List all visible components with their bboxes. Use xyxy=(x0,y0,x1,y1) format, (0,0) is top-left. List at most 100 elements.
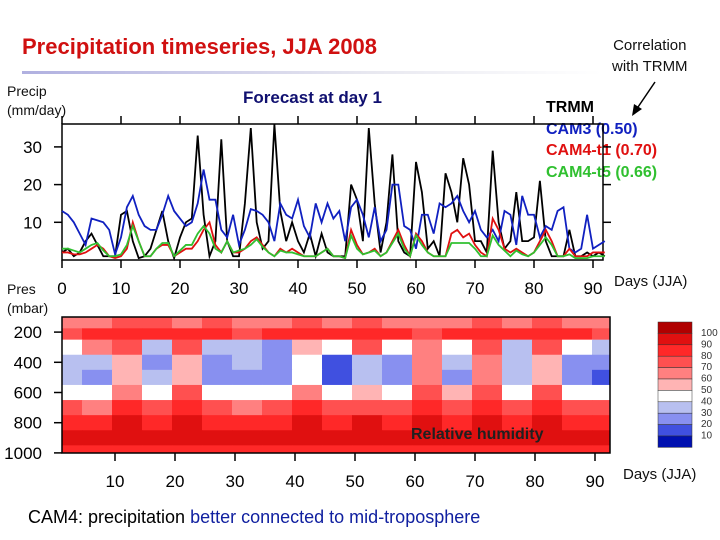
correlation-note: Correlation with TRMM xyxy=(612,35,688,77)
heatmap-cell xyxy=(142,400,173,416)
heatmap-cell xyxy=(292,317,323,329)
heatmap-cell xyxy=(82,415,113,431)
heatmap-cell xyxy=(62,369,83,386)
heatmap-cell xyxy=(62,445,83,454)
heatmap-cell xyxy=(532,445,563,454)
heatmap-cell xyxy=(502,384,533,401)
heatmap-cell xyxy=(322,328,353,341)
heatmap-cell xyxy=(352,339,383,356)
colorbar-label: 100 xyxy=(701,328,718,339)
heatmap-cell xyxy=(352,430,383,446)
heatmap-cell xyxy=(532,384,563,401)
heatmap-cell xyxy=(592,369,611,386)
heatmap-cell xyxy=(472,430,503,446)
colorbar-label: 20 xyxy=(701,419,713,430)
heatmap-cell xyxy=(262,354,293,371)
colorbar-swatch xyxy=(657,412,693,425)
heatmap-x-tick-label: 80 xyxy=(526,472,545,491)
heatmap-cell xyxy=(592,317,611,329)
heatmap-cell xyxy=(592,328,611,341)
precip-ylabel-line2: (mm/day) xyxy=(7,102,67,118)
heatmap-cell xyxy=(292,369,323,386)
x-tick-label: 40 xyxy=(289,279,308,298)
heatmap-cell xyxy=(82,445,113,454)
heatmap-cell xyxy=(412,369,443,386)
heatmap-cell xyxy=(532,328,563,341)
correlation-note-line2: with TRMM xyxy=(612,58,688,75)
slide-title: Precipitation timeseries, JJA 2008 xyxy=(22,34,378,59)
heatmap-cell xyxy=(532,369,563,386)
heatmap-cell xyxy=(82,354,113,371)
heatmap-cell xyxy=(322,369,353,386)
heatmap-cell xyxy=(592,430,611,446)
heatmap-cell xyxy=(352,400,383,416)
heatmap-cell xyxy=(352,384,383,401)
heatmap-cell xyxy=(532,430,563,446)
heatmap-cell xyxy=(202,445,233,454)
heatmap-cell xyxy=(232,317,263,329)
heatmap-cell xyxy=(502,415,533,431)
heatmap-cell xyxy=(592,339,611,356)
heatmap-cell xyxy=(562,317,593,329)
heatmap-cell xyxy=(442,328,473,341)
heatmap-cell xyxy=(262,415,293,431)
heatmap-cell xyxy=(322,415,353,431)
precip-xlabel: Days (JJA) xyxy=(614,273,688,290)
heatmap-cell xyxy=(382,354,413,371)
heatmap-cell xyxy=(112,445,143,454)
heatmap-cell xyxy=(562,415,593,431)
heatmap-cell xyxy=(322,400,353,416)
heatmap-cell xyxy=(442,400,473,416)
heatmap-cell xyxy=(172,317,203,329)
heatmap-cell xyxy=(532,400,563,416)
heatmap-cell xyxy=(322,317,353,329)
heatmap-cell xyxy=(502,317,533,329)
heatmap-cell xyxy=(172,384,203,401)
heatmap-cell xyxy=(292,445,323,454)
heatmap-y-tick-label: 1000 xyxy=(4,444,42,463)
heatmap-cell xyxy=(202,354,233,371)
heatmap-x-tick-label: 50 xyxy=(346,472,365,491)
heatmap-cell xyxy=(352,415,383,431)
pres-ylabel: Pres (mbar) xyxy=(7,280,48,318)
heatmap-cell xyxy=(62,400,83,416)
heatmap-cell xyxy=(472,384,503,401)
heatmap-cell xyxy=(442,339,473,356)
heatmap-cell xyxy=(112,339,143,356)
x-tick-label: 70 xyxy=(466,279,485,298)
heatmap-cell xyxy=(352,445,383,454)
heatmap-cell xyxy=(412,384,443,401)
heatmap-y-tick-label: 800 xyxy=(14,414,42,433)
heatmap-cell xyxy=(472,317,503,329)
heatmap-cell xyxy=(142,384,173,401)
colorbar-label: 60 xyxy=(701,374,713,385)
heatmap-cell xyxy=(472,415,503,431)
heatmap-cell xyxy=(472,369,503,386)
x-tick-label: 60 xyxy=(407,279,426,298)
heatmap-y-tick-label: 200 xyxy=(14,323,42,342)
precip-ylabel-line1: Precip xyxy=(7,83,47,99)
heatmap-cell xyxy=(202,430,233,446)
heatmap-cell xyxy=(82,430,113,446)
heatmap-cell xyxy=(472,354,503,371)
heatmap-cell xyxy=(322,354,353,371)
colorbar-label: 10 xyxy=(701,431,713,442)
heatmap-y-tick-label: 600 xyxy=(14,384,42,403)
heatmap-cell xyxy=(502,445,533,454)
series-line-cam3 xyxy=(61,169,606,258)
legend-trmm: TRMM xyxy=(546,99,594,116)
title-underline xyxy=(22,71,602,74)
heatmap-frame xyxy=(61,316,611,454)
heatmap-cell xyxy=(82,400,113,416)
heatmap-cell xyxy=(352,354,383,371)
heatmap-x-tick-label: 20 xyxy=(166,472,185,491)
heatmap-cell xyxy=(172,415,203,431)
heatmap-cell xyxy=(562,339,593,356)
heatmap-cell xyxy=(232,354,263,371)
heatmap-cell xyxy=(382,415,413,431)
heatmap-cell xyxy=(472,328,503,341)
heatmap-cell xyxy=(262,339,293,356)
colorbar-label: 50 xyxy=(701,385,713,396)
heatmap-cell xyxy=(352,328,383,341)
